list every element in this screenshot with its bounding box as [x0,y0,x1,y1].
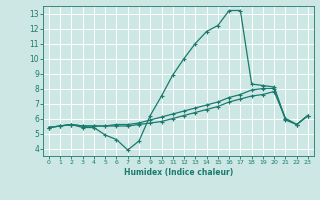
X-axis label: Humidex (Indice chaleur): Humidex (Indice chaleur) [124,168,233,177]
